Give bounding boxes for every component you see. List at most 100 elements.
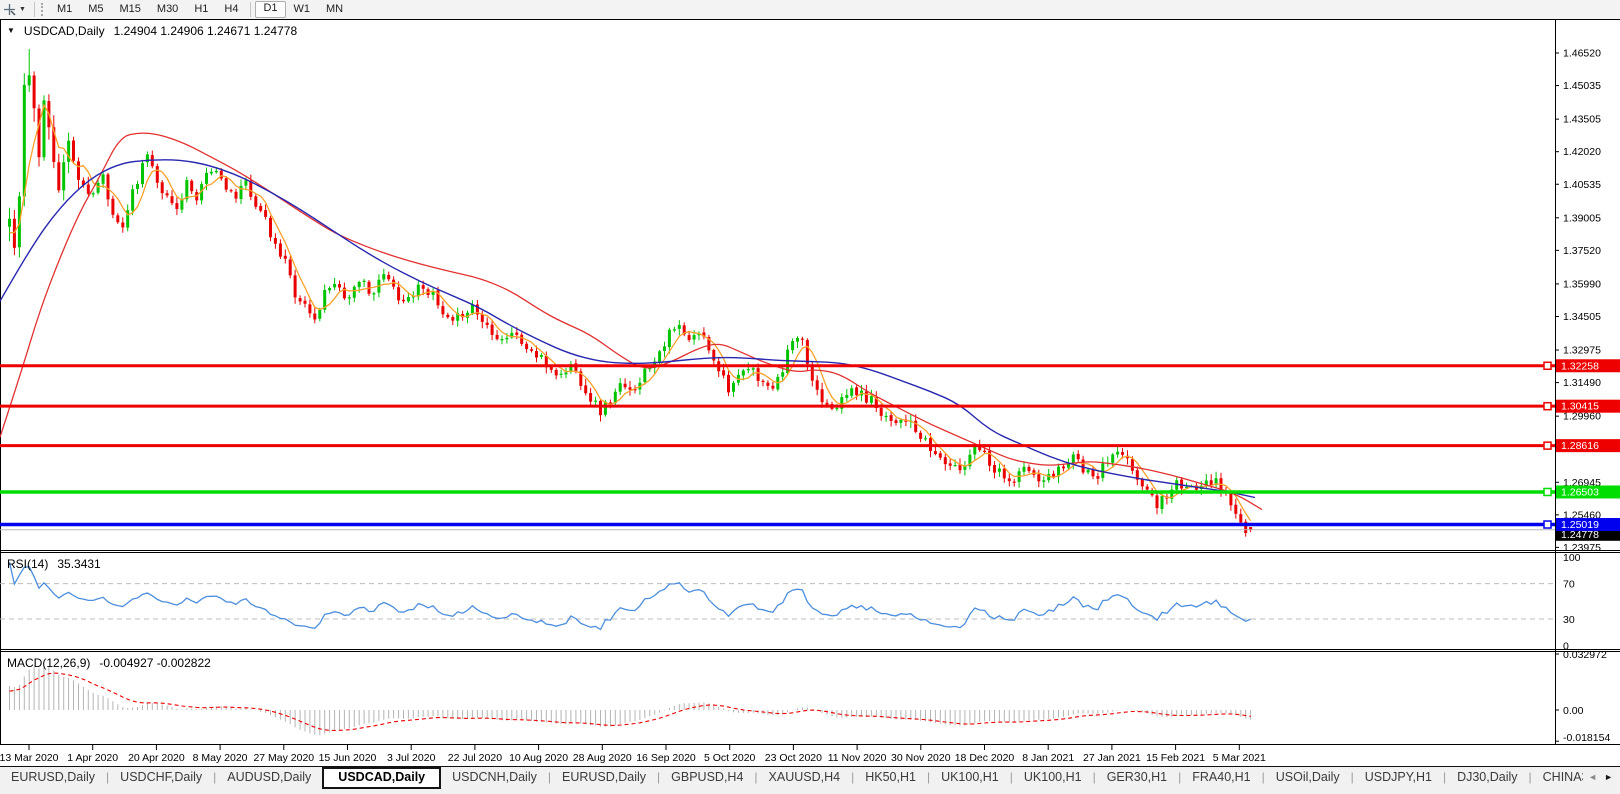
tab-divider: |	[926, 770, 931, 784]
toolbar-grip-handle[interactable]	[40, 3, 43, 16]
price-chart-canvas: 1.46520 1.45035 1.43505 1.42020 1.40535 1.390…	[0, 19, 1620, 766]
tab-divider: |	[1350, 770, 1354, 784]
rsi-axis-label: 0	[1563, 641, 1569, 653]
macd-axis-label: 0.032972	[1563, 649, 1607, 661]
date-label: 18 Dec 2020	[955, 752, 1015, 764]
chart-tab-xauusd-h4-7[interactable]: XAUUSD,H4	[768, 770, 841, 784]
timeframe-button-h1[interactable]: H1	[194, 3, 209, 15]
chart-tab-uk100-h1-9[interactable]: UK100,H1	[941, 770, 999, 784]
timeframe-button-m5[interactable]: M5	[88, 3, 104, 15]
date-label: 15 Feb 2021	[1146, 752, 1205, 764]
line-handle-2[interactable]	[1543, 441, 1552, 450]
rsi-name: RSI(14)	[7, 557, 49, 571]
date-label: 15 Jun 2020	[319, 752, 377, 764]
chart-background	[0, 19, 1620, 766]
timeframe-button-m1[interactable]: M1	[56, 3, 73, 15]
crosshair-tool-icon[interactable]	[3, 3, 16, 16]
date-label: 5 Oct 2020	[704, 752, 756, 764]
date-label: 13 Mar 2020	[0, 752, 59, 764]
line-handle-0[interactable]	[1543, 361, 1552, 371]
level-1-badge-label: 1.30415	[1561, 401, 1599, 413]
chart-tab-gbpusd-h4-6[interactable]: GBPUSD,H4	[671, 770, 744, 784]
chart-tab-usdjpy-h1-14[interactable]: USDJPY,H1	[1364, 770, 1432, 784]
date-label: 30 Nov 2020	[891, 752, 951, 764]
symbol-collapse-caret-icon[interactable]: ▼	[7, 26, 15, 35]
tab-divider: |	[213, 770, 217, 784]
timeframe-button-m15[interactable]: M15	[119, 3, 141, 15]
rsi-indicator-label: RSI(14) 35.3431	[7, 557, 101, 571]
current-price-badge[interactable]	[1556, 527, 1620, 541]
date-label: 1 Apr 2020	[67, 752, 118, 764]
timeframe-button-h4[interactable]: H4	[224, 3, 239, 15]
date-label: 28 Aug 2020	[573, 752, 632, 764]
level-4-badge[interactable]	[1556, 518, 1620, 532]
line-handle-3[interactable]	[1543, 487, 1552, 497]
macd-values: -0.004927 -0.002822	[99, 656, 211, 670]
price-tick-label: 1.35990	[1563, 278, 1601, 290]
tool-dropdown-caret-icon[interactable]: ▼	[19, 6, 26, 13]
price-tick-label: 1.23975	[1563, 542, 1601, 554]
chart-tab-eurusd-daily-5[interactable]: EURUSD,Daily	[561, 770, 647, 784]
timeframe-buttons: M1 M5 M15 M30 H1 H4 D1 W1 MN	[49, 1, 351, 18]
date-label: 11 Nov 2020	[828, 752, 887, 764]
level-3-badge-label: 1.26503	[1561, 486, 1599, 498]
timeframe-button-m30[interactable]: M30	[156, 3, 179, 15]
price-tick-label: 1.40535	[1563, 179, 1601, 191]
level-0-badge-label: 1.32258	[1561, 360, 1599, 372]
chart-tab-usdcnh-daily-4[interactable]: USDCNH,Daily	[452, 770, 537, 784]
line-handle-1[interactable]	[1543, 401, 1552, 411]
timeframe-button-w1[interactable]: W1	[293, 3, 311, 15]
price-tick-label: 1.42020	[1563, 146, 1601, 158]
chart-tab-china300-h1-16[interactable]: CHINA300,H1	[1542, 770, 1584, 784]
price-tick-label: 1.45035	[1563, 80, 1601, 92]
chart-tab-uk100-h1-10[interactable]: UK100,H1	[1023, 770, 1082, 784]
chart-tab-dj30-daily-15[interactable]: DJ30,Daily	[1457, 770, 1518, 784]
date-label: 27 Jan 2021	[1083, 752, 1141, 764]
date-label: 27 May 2020	[253, 752, 314, 764]
ma-medium-line	[0, 132, 1263, 511]
chart-ohlc-values: 1.24904 1.24906 1.24671 1.24778	[113, 24, 298, 38]
tab-scroll-right-icon[interactable]: ►	[1604, 772, 1613, 782]
level-1-badge[interactable]	[1556, 399, 1620, 413]
price-tick-label: 1.29960	[1563, 411, 1601, 423]
price-tick-label: 1.46520	[1563, 48, 1601, 60]
macd-axis-label: 0.00	[1563, 705, 1584, 717]
level-3-badge[interactable]	[1556, 485, 1620, 499]
tab-divider: |	[851, 770, 855, 784]
level-2-badge[interactable]	[1556, 439, 1620, 453]
candle-bodies-up	[8, 75, 1218, 509]
timeframe-button-mn[interactable]: MN	[326, 3, 344, 15]
level-0-badge[interactable]	[1556, 359, 1620, 373]
macd-axis-label: -0.018154	[1563, 732, 1610, 744]
chart-tab-usoil-daily-13[interactable]: USOil,Daily	[1275, 770, 1340, 784]
timeframe-button-d1[interactable]: D1	[255, 1, 286, 18]
chart-tab-usdchf-daily-1[interactable]: USDCHF,Daily	[120, 770, 203, 784]
ma-fast-line	[9, 103, 1252, 522]
chart-tab-bar: EURUSD,Daily | USDCHF,Daily | AUDUSD,Daily US…	[0, 766, 1620, 794]
ma-slow-line	[0, 159, 1256, 499]
macd-indicator-label: MACD(12,26,9) -0.004927 -0.002822	[7, 656, 211, 670]
price-tick-label: 1.32975	[1563, 345, 1601, 357]
chart-tab-usdcad-daily-3[interactable]: USDCAD,Daily	[322, 767, 442, 789]
tab-divider: |	[754, 770, 758, 784]
price-tick-label: 1.37520	[1563, 245, 1601, 257]
chart-tab-ger30-h1-11[interactable]: GER30,H1	[1106, 770, 1168, 784]
toolbar-separator	[250, 2, 252, 17]
current-price-badge-label: 1.24778	[1561, 529, 1599, 541]
chart-tab-fra40-h1-12[interactable]: FRA40,H1	[1192, 770, 1251, 784]
tab-divider: |	[1178, 770, 1182, 784]
chart-tab-hk50-h1-8[interactable]: HK50,H1	[865, 770, 916, 784]
rsi-value: 35.3431	[57, 557, 101, 571]
line-handle-4[interactable]	[1543, 520, 1552, 529]
tab-divider: |	[1092, 770, 1096, 784]
macd-histogram	[9, 666, 1252, 736]
tab-divider: |	[1009, 770, 1013, 784]
tab-divider: |	[1261, 770, 1265, 784]
tab-scroll-left-icon[interactable]: ◄	[1588, 772, 1598, 782]
chart-tab-strip: EURUSD,Daily | USDCHF,Daily | AUDUSD,Daily US…	[0, 767, 1583, 789]
chart-tab-eurusd-daily-0[interactable]: EURUSD,Daily	[11, 770, 96, 784]
chart-tab-audusd-daily-2[interactable]: AUDUSD,Daily	[227, 770, 312, 784]
tab-divider: |	[547, 770, 551, 784]
toolbar-separator	[33, 2, 35, 17]
date-label: 20 Apr 2020	[128, 752, 185, 764]
